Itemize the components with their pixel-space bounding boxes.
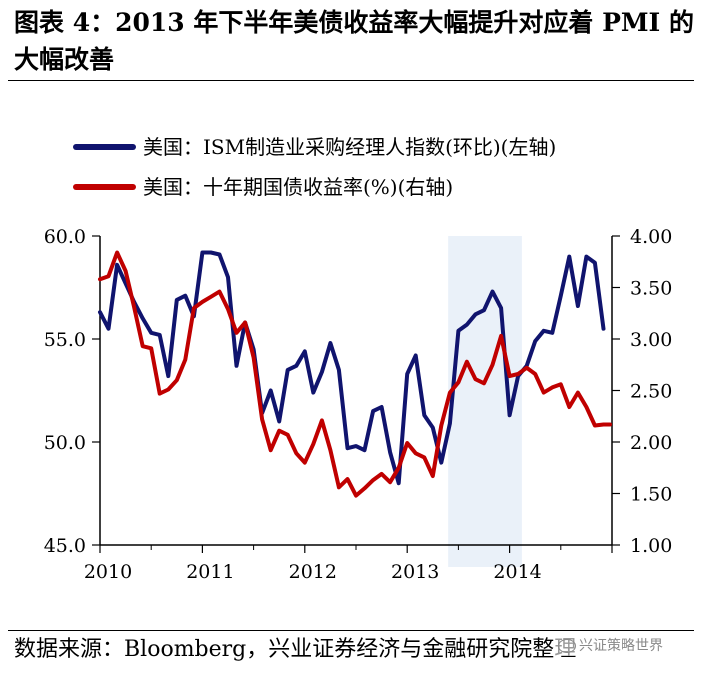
x-tick-label: 2010 (84, 561, 132, 583)
wechat-icon (558, 639, 576, 653)
x-tick-label: 2011 (186, 561, 234, 583)
line-chart: 45.0 50.0 55.0 60.0 1.00 1.50 2.00 2.50 3.00 3.50… (44, 135, 673, 583)
legend-label: 美国：ISM制造业采购经理人指数(环比)(左轴) (143, 135, 556, 159)
left-tick-label: 50.0 (44, 432, 86, 454)
left-tick-label: 45.0 (44, 535, 86, 557)
watermark: 兴证策略世界 (555, 634, 666, 656)
left-tick-label: 60.0 (44, 226, 86, 248)
title-divider (8, 80, 694, 81)
axes-layer: 45.0 50.0 55.0 60.0 1.00 1.50 2.00 2.50 3.00 3.50… (44, 226, 673, 583)
right-tick-label: 2.00 (630, 432, 672, 454)
legend: 美国：ISM制造业采购经理人指数(环比)(左轴) 美国：十年期国债收益率(%)(右… (73, 135, 556, 199)
x-tick-label: 2012 (289, 561, 337, 583)
treasury-yield-series-line (98, 250, 612, 498)
watermark-text: 兴证策略世界 (579, 638, 663, 654)
right-tick-label: 4.00 (630, 226, 672, 248)
left-tick-label: 55.0 (44, 329, 86, 351)
right-tick-label: 1.50 (630, 484, 672, 506)
right-tick-label: 1.00 (630, 535, 672, 557)
x-tick-label: 2013 (391, 561, 439, 583)
data-source-note: 数据来源：Bloomberg，兴业证券经济与金融研究院整理 (14, 637, 577, 662)
x-tick-label: 2014 (493, 561, 541, 583)
series-layer (98, 250, 612, 498)
legend-label: 美国：十年期国债收益率(%)(右轴) (143, 175, 453, 199)
source-divider (8, 630, 694, 631)
right-tick-label: 3.00 (630, 329, 672, 351)
right-tick-label: 3.50 (630, 278, 672, 300)
right-tick-label: 2.50 (630, 381, 672, 403)
figure-title: 图表 4：2013 年下半年美债收益率大幅提升对应着 PMI 的大幅改善 (14, 8, 694, 74)
